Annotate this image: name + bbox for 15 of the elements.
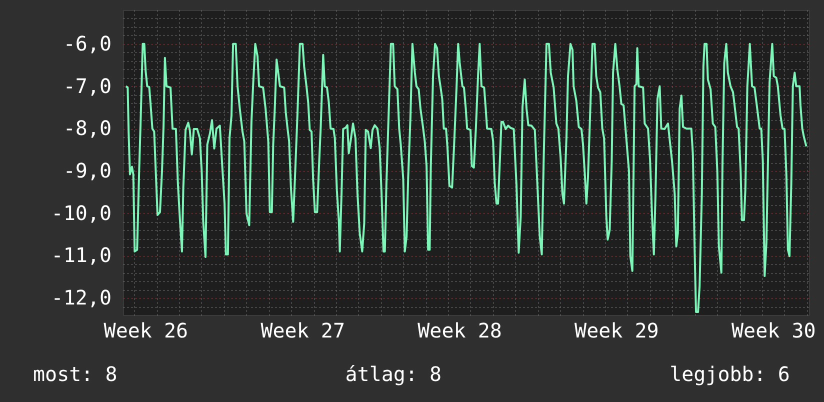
x-tick-label: Week 29 (574, 318, 659, 342)
text: átlag: 8 (345, 362, 442, 386)
x-tick-label: Week 28 (418, 318, 502, 342)
x-tick-label: Week 27 (260, 318, 345, 342)
y-tick-label: -11,0 (51, 243, 112, 268)
y-tick-label: -10,0 (51, 200, 112, 225)
y-tick-label: -9,0 (63, 158, 112, 182)
y-tick-label: -8,0 (63, 116, 112, 140)
text: legjobb: 6 (670, 362, 790, 386)
y-tick-label: -6,0 (63, 31, 112, 56)
x-tick-label: Week 30 (731, 318, 816, 342)
text: most: 8 (33, 362, 118, 386)
y-tick-label: -7,0 (63, 74, 112, 98)
y-tick-label: -12,0 (51, 286, 112, 310)
x-tick-label: Week 26 (104, 318, 188, 342)
